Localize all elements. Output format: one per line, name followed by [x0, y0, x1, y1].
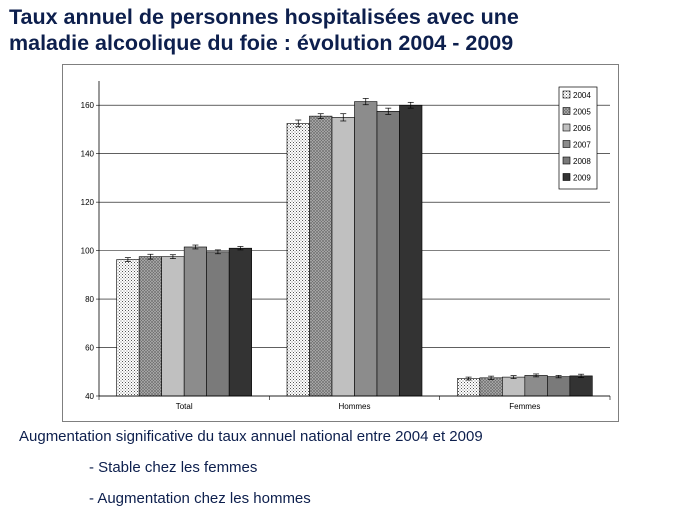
- y-tick-label-100: 100: [81, 247, 95, 256]
- bar-total-2008: [206, 251, 230, 397]
- bar-femmes-2005: [479, 377, 503, 397]
- bar-hommes-2006: [331, 117, 355, 397]
- legend-swatch-2005: [562, 107, 571, 115]
- bar-hommes-2009: [399, 104, 423, 397]
- legend-label-2005: 2005: [573, 108, 591, 117]
- note-women: - Stable chez les femmes: [89, 459, 258, 476]
- legend: 2004 2005 2006 2007 2008 2009: [558, 86, 598, 190]
- bar-femmes-2004: [457, 378, 481, 397]
- bar-total-2006: [161, 256, 185, 397]
- legend-swatch-2009: [562, 173, 571, 181]
- bar-total-2007: [183, 246, 207, 397]
- legend-label-2004: 2004: [573, 91, 591, 100]
- bar-hommes-2004: [286, 123, 310, 397]
- bar-hommes-2005: [309, 115, 333, 397]
- legend-swatch-2008: [562, 156, 571, 165]
- slide-title-line-1: Taux annuel de personnes hospitalisées a…: [9, 5, 519, 29]
- y-tick-label-80: 80: [85, 295, 94, 304]
- legend-box: [558, 86, 598, 190]
- y-tick-label-140: 140: [81, 150, 95, 159]
- bar-femmes-2007: [524, 375, 548, 397]
- bars-layer: [116, 98, 593, 397]
- legend-swatch-2006: [562, 123, 571, 132]
- slide-title-line-2: maladie alcoolique du foie : évolution 2…: [9, 31, 514, 55]
- bar-total-2004: [116, 259, 140, 397]
- y-tick-label-40: 40: [85, 392, 94, 401]
- legend-swatch-2007: [562, 140, 571, 148]
- legend-label-2009: 2009: [573, 174, 591, 183]
- bar-femmes-2008: [547, 376, 571, 397]
- y-tick-label-60: 60: [85, 344, 94, 353]
- bar-total-2005: [138, 256, 162, 397]
- bar-chart: 40 60 80 100 120 140 160 Total Hommes Femmes 2004…: [81, 81, 611, 411]
- bar-hommes-2008: [376, 110, 400, 397]
- bar-hommes-2007: [354, 101, 378, 397]
- bar-femmes-2006: [502, 376, 526, 397]
- legend-swatch-2004: [562, 90, 571, 99]
- bar-total-2009: [228, 247, 252, 397]
- x-tick-label-femmes: Femmes: [509, 402, 540, 411]
- x-tick-label-total: Total: [176, 402, 193, 411]
- legend-label-2006: 2006: [573, 124, 591, 133]
- legend-label-2007: 2007: [573, 141, 591, 150]
- note-men: - Augmentation chez les hommes: [89, 490, 311, 507]
- bar-femmes-2009: [569, 375, 593, 397]
- legend-label-2008: 2008: [573, 157, 591, 166]
- axis-layer: 40 60 80 100 120 140 160 Total Hommes Femmes: [81, 81, 611, 411]
- conclusion-text: Augmentation significative du taux annue…: [19, 428, 483, 445]
- y-tick-label-160: 160: [81, 101, 95, 110]
- slide-title: Taux annuel de personnes hospitalisées a…: [9, 4, 679, 56]
- y-tick-label-120: 120: [81, 198, 95, 207]
- x-tick-label-hommes: Hommes: [338, 402, 370, 411]
